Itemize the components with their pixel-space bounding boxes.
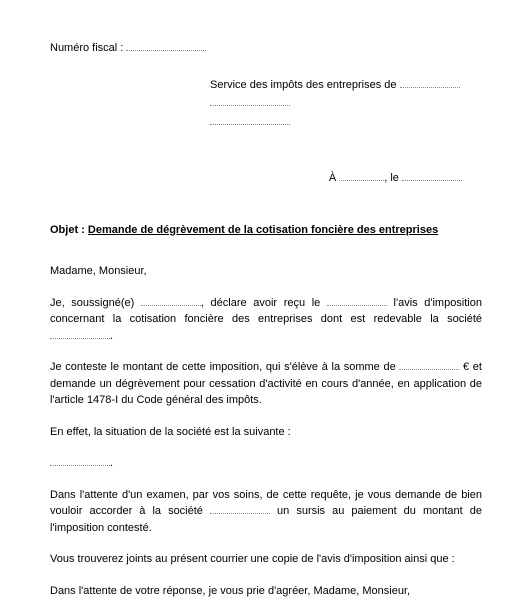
paragraph-5: Vous trouverez joints au présent courrie… bbox=[50, 551, 482, 568]
paragraph-4: Dans l'attente d'un examen, par vos soin… bbox=[50, 487, 482, 537]
p1-date-blank bbox=[327, 296, 387, 306]
p1-name-blank bbox=[141, 296, 201, 306]
date-city-blank bbox=[339, 171, 384, 181]
recipient-block: Service des impôts des entreprises de bbox=[210, 77, 482, 131]
objet-label: Objet : bbox=[50, 224, 85, 236]
p1-a: Je, soussigné(e) bbox=[50, 297, 134, 309]
fiscal-label: Numéro fiscal : bbox=[50, 42, 123, 54]
recipient-blank3 bbox=[210, 115, 290, 125]
date-prefix: À bbox=[329, 172, 336, 184]
objet-line: Objet : Demande de dégrèvement de la cot… bbox=[50, 222, 482, 239]
fiscal-blank bbox=[126, 41, 206, 51]
recipient-prefix: Service des impôts des entreprises de bbox=[210, 79, 396, 91]
paragraph-3: En effet, la situation de la société est… bbox=[50, 424, 482, 441]
paragraph-2: Je conteste le montant de cette impositi… bbox=[50, 359, 482, 409]
situation-blank-line: . bbox=[50, 455, 482, 472]
p3-a: En effet, la situation de la société est… bbox=[50, 426, 291, 438]
p4-company-blank bbox=[210, 504, 270, 514]
p6-a: Dans l'attente de votre réponse, je vous… bbox=[50, 585, 410, 597]
situation-blank bbox=[50, 456, 110, 466]
recipient-blank2 bbox=[210, 96, 290, 106]
salutation: Madame, Monsieur, bbox=[50, 263, 482, 280]
recipient-blank1 bbox=[400, 78, 460, 88]
paragraph-1: Je, soussigné(e) , déclare avoir reçu le… bbox=[50, 295, 482, 345]
p5-a: Vous trouverez joints au présent courrie… bbox=[50, 553, 455, 565]
p2-amount-blank bbox=[399, 360, 459, 370]
p1-b: , déclare avoir reçu le bbox=[201, 297, 320, 309]
paragraph-6: Dans l'attente de votre réponse, je vous… bbox=[50, 583, 482, 600]
p1-company-blank bbox=[50, 329, 110, 339]
p1-d: . bbox=[110, 330, 113, 342]
date-line: À , le bbox=[50, 170, 462, 187]
p2-a: Je conteste le montant de cette impositi… bbox=[50, 361, 396, 373]
date-date-blank bbox=[402, 171, 462, 181]
fiscal-number-line: Numéro fiscal : bbox=[50, 40, 482, 57]
date-sep: , le bbox=[384, 172, 399, 184]
objet-text: Demande de dégrèvement de la cotisation … bbox=[88, 224, 438, 236]
